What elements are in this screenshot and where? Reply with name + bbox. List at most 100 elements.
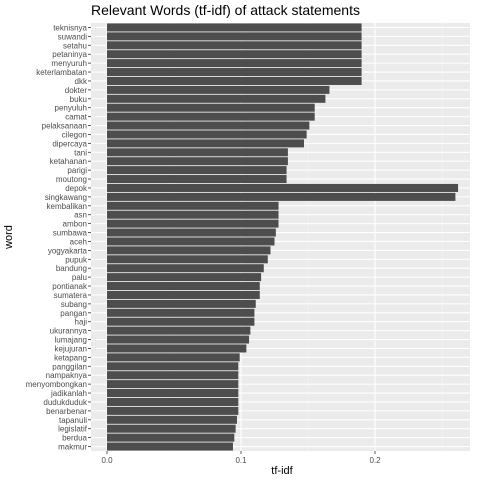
y-tick-label: menyuruh [51, 59, 87, 68]
y-tick-label: teknisnya [53, 23, 87, 32]
y-tick-label: jadikanlah [50, 389, 87, 398]
y-tick-label: penyuluh [55, 104, 87, 113]
bar-moutong [107, 175, 287, 184]
y-tick-label: cilegon [62, 130, 87, 139]
y-tick-label: parigi [67, 166, 87, 175]
bar-suwandi [107, 32, 362, 41]
y-tick-label: pontianak [52, 282, 88, 291]
bar-legislatif [107, 424, 236, 433]
y-tick-label: pelaksanaan [42, 122, 87, 131]
bar-subang [107, 299, 256, 308]
bar-berdua [107, 433, 235, 442]
y-tick-label: ukurannya [50, 327, 88, 336]
x-tick-label: 0.0 [101, 456, 113, 465]
bar-haji [107, 317, 255, 326]
bar-sumbawa [107, 228, 276, 237]
y-tick-label: tani [74, 148, 87, 157]
y-tick-label: tapanuli [59, 416, 87, 425]
x-axis-title: tf-idf [271, 465, 293, 477]
bar-petaninya [107, 50, 362, 59]
y-axis-title: word [3, 225, 15, 250]
bar-buku [107, 94, 326, 103]
bar-teknisnya [107, 23, 362, 32]
bar-jadikanlah [107, 389, 239, 398]
bar-tapanuli [107, 415, 237, 424]
bar-menyuruh [107, 59, 362, 68]
y-tick-label: keterlambatan [36, 68, 87, 77]
bar-ukurannya [107, 326, 251, 335]
bar-palu [107, 273, 262, 282]
y-tick-label: moutong [56, 175, 87, 184]
bar-panggilan [107, 362, 239, 371]
bar-penyuluh [107, 103, 315, 112]
y-tick-label: dokter [65, 86, 88, 95]
bar-dokter [107, 85, 330, 94]
bar-aceh [107, 237, 275, 246]
y-tick-label: dkk [75, 77, 88, 86]
bar-dkk [107, 76, 362, 85]
bar-asn [107, 210, 279, 219]
bars [107, 23, 459, 451]
y-tick-label: petaninya [52, 50, 87, 59]
bar-kembalikan [107, 201, 279, 210]
bar-makmur [107, 442, 233, 451]
y-tick-label: pupuk [65, 255, 88, 264]
bar-ambon [107, 219, 279, 228]
y-tick-label: kembalikan [47, 202, 87, 211]
y-tick-label: subang [61, 300, 87, 309]
bar-kejujuran [107, 344, 247, 353]
bar-camat [107, 112, 315, 121]
bar-pelaksanaan [107, 121, 310, 130]
y-tick-label: pangan [60, 309, 87, 318]
y-tick-label: kejujuran [55, 344, 87, 353]
x-tick-label: 0.2 [369, 456, 381, 465]
bar-nampaknya [107, 371, 239, 380]
y-tick-label: buku [70, 95, 87, 104]
bar-yogyakarta [107, 246, 271, 255]
bar-dipercaya [107, 139, 304, 148]
bar-ketahanan [107, 157, 288, 166]
bar-pupuk [107, 255, 268, 264]
y-tick-label: ketahanan [50, 157, 87, 166]
bar-dudukduduk [107, 397, 239, 406]
bar-sumatera [107, 290, 260, 299]
bar-ketapang [107, 353, 240, 362]
x-tick-labels: 0.0 0.1 0.2 [101, 451, 381, 465]
bar-cilegon [107, 130, 307, 139]
bar-keterlambatan [107, 68, 362, 77]
bar-setahu [107, 41, 362, 50]
bar-benarbenar [107, 406, 239, 415]
bar-bandung [107, 264, 264, 273]
y-tick-label: depok [65, 184, 88, 193]
y-tick-label: lumajang [55, 336, 87, 345]
bar-menyombongkan [107, 380, 239, 389]
y-tick-label: menyombongkan [26, 380, 87, 389]
y-tick-label: camat [65, 113, 88, 122]
bar-pontianak [107, 282, 260, 291]
y-tick-label: yogyakarta [48, 246, 88, 255]
bar-singkawang [107, 192, 456, 201]
y-tick-label: benarbenar [46, 407, 87, 416]
y-tick-label: palu [72, 273, 87, 282]
y-tick-labels: teknisnyasuwandisetahupetaninyamenyuruhk… [26, 23, 91, 452]
y-tick-label: singkawang [45, 193, 87, 202]
bar-parigi [107, 166, 287, 175]
y-tick-label: bandung [56, 264, 87, 273]
y-tick-label: berdua [62, 434, 87, 443]
bar-pangan [107, 308, 255, 317]
plot-panel [91, 23, 470, 451]
y-tick-label: legislatif [58, 425, 88, 434]
y-tick-label: dudukduduk [43, 398, 88, 407]
bar-tani [107, 148, 288, 157]
y-tick-label: nampaknya [46, 371, 88, 380]
y-tick-label: dipercaya [52, 139, 87, 148]
y-tick-label: setahu [63, 41, 87, 50]
y-tick-label: suwandi [58, 32, 88, 41]
y-tick-label: haji [75, 318, 88, 327]
y-tick-label: asn [74, 211, 87, 220]
y-tick-label: makmur [58, 443, 87, 452]
bar-lumajang [107, 335, 250, 344]
y-tick-label: ambon [63, 220, 87, 229]
